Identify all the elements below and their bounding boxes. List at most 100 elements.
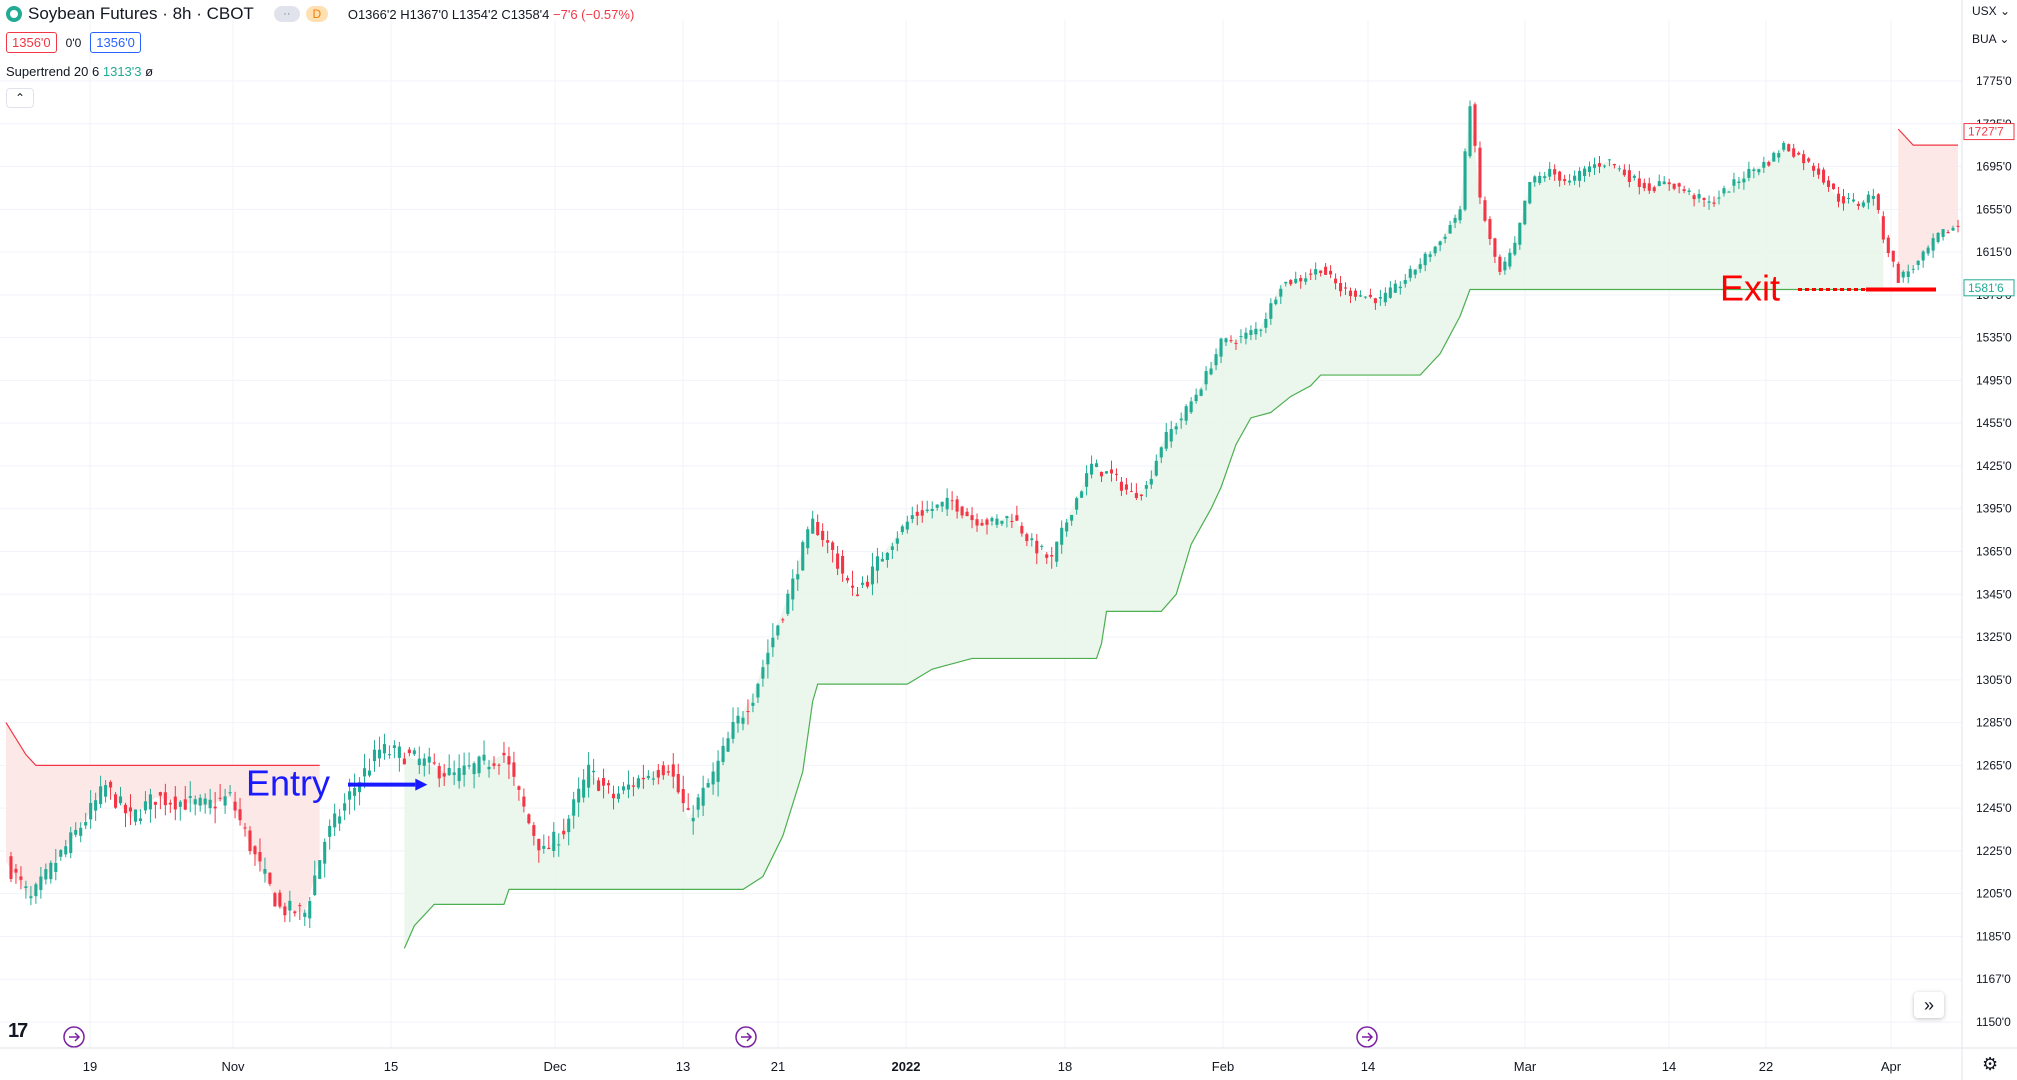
candle-body [318, 860, 322, 879]
candle-body [587, 764, 591, 788]
candle-body [1363, 296, 1367, 298]
candle-body [1249, 330, 1253, 335]
symbol-title[interactable]: Soybean Futures · 8h · CBOT [28, 4, 254, 23]
candle-body [208, 799, 212, 809]
x-tick-label: 19 [83, 1059, 97, 1074]
candle-body [1438, 241, 1442, 246]
candle-body [1433, 246, 1437, 254]
candle-body [1005, 516, 1009, 519]
candle-body [1946, 231, 1950, 234]
candle-body [711, 771, 715, 785]
candle-body [1164, 431, 1168, 449]
unit-label[interactable]: BUA ⌄ [1972, 32, 2009, 46]
candle-body [1602, 165, 1607, 167]
candle-body [1498, 256, 1502, 272]
candle-body [1050, 555, 1054, 557]
interval-badge[interactable]: D [305, 6, 328, 22]
candle-body [1568, 180, 1572, 183]
candle-body [1936, 232, 1940, 242]
candle-body [985, 519, 989, 525]
candle-body [582, 779, 586, 798]
y-tick-label: 1615'0 [1976, 245, 2012, 259]
candle-body [99, 786, 103, 805]
candle-body [1573, 175, 1577, 181]
collapse-legend-button[interactable]: ⌃ [6, 88, 34, 108]
x-tick-label: 22 [1759, 1059, 1773, 1074]
candle-body [826, 540, 830, 543]
candle-body [1543, 176, 1547, 179]
candle-body [1548, 168, 1552, 177]
candle-body [477, 756, 481, 774]
candle-body [721, 745, 725, 762]
candle-body [1667, 182, 1671, 185]
candle-body [1020, 525, 1024, 534]
indicator-legend[interactable]: Supertrend 20 6 1313'3 ø [6, 64, 153, 79]
candle-body [1094, 463, 1099, 468]
candle-body [626, 784, 630, 790]
candle-body [118, 796, 123, 804]
candle-body [816, 521, 820, 536]
candle-body [1737, 181, 1741, 183]
x-tick-label: Dec [543, 1059, 567, 1074]
candle-body [1304, 278, 1308, 282]
currency-label[interactable]: USX ⌄ [1972, 4, 2010, 18]
candle-body [1717, 197, 1721, 199]
candle-body [796, 574, 800, 580]
sell-button[interactable]: 1356'0 [6, 32, 57, 53]
buy-button[interactable]: 1356'0 [90, 32, 141, 53]
candle-body [253, 846, 257, 855]
candle-body [880, 559, 884, 562]
candle-body [1886, 237, 1890, 254]
candle-body [263, 869, 267, 874]
candle-body [512, 762, 516, 777]
price-tag-lower [1963, 279, 2015, 297]
candle-body [651, 778, 655, 780]
more-dots-button[interactable]: ·· [273, 6, 300, 22]
candle-body [1657, 181, 1661, 187]
candle-body [846, 577, 850, 581]
candle-body [786, 593, 790, 614]
candle-body [1503, 261, 1507, 271]
candle-body [945, 497, 949, 510]
candle-body [1324, 266, 1328, 275]
candle-body [1129, 491, 1133, 493]
supertrend-segment [403, 288, 1884, 949]
candle-body [641, 777, 645, 780]
candle-body [14, 868, 18, 873]
candles [9, 100, 1960, 929]
candle-body [133, 809, 138, 822]
candle-body [29, 896, 33, 899]
candle-body [268, 872, 272, 884]
candle-body [89, 802, 93, 820]
candle-body [1199, 389, 1203, 396]
candle-body [1179, 418, 1183, 421]
candle-body [412, 750, 416, 755]
candle-body [1348, 290, 1353, 297]
candle-body [1378, 296, 1382, 299]
candle-body [1583, 168, 1587, 176]
candle-body [1767, 162, 1771, 166]
candle-body [751, 702, 755, 706]
candle-body [1319, 270, 1323, 273]
candle-body [1343, 287, 1348, 289]
candle-body [323, 841, 327, 864]
candle-body [1015, 515, 1019, 521]
tradingview-logo-icon[interactable]: 17 [8, 1020, 28, 1042]
candle-body [1757, 169, 1761, 173]
candle-body [1099, 471, 1104, 477]
candle-body [128, 807, 133, 812]
candle-body [358, 782, 362, 793]
candle-body [875, 556, 879, 571]
candle-body [367, 770, 372, 776]
settings-icon[interactable]: ⚙ [1982, 1054, 1999, 1074]
candle-body [283, 906, 287, 916]
candle-body [472, 763, 476, 775]
candle-body [895, 538, 899, 544]
candle-body [1777, 153, 1781, 158]
candle-body [1488, 219, 1492, 240]
candle-body [1428, 254, 1432, 257]
y-tick-label: 1305'0 [1976, 673, 2012, 687]
scroll-to-realtime-button[interactable]: » [1914, 992, 1944, 1018]
